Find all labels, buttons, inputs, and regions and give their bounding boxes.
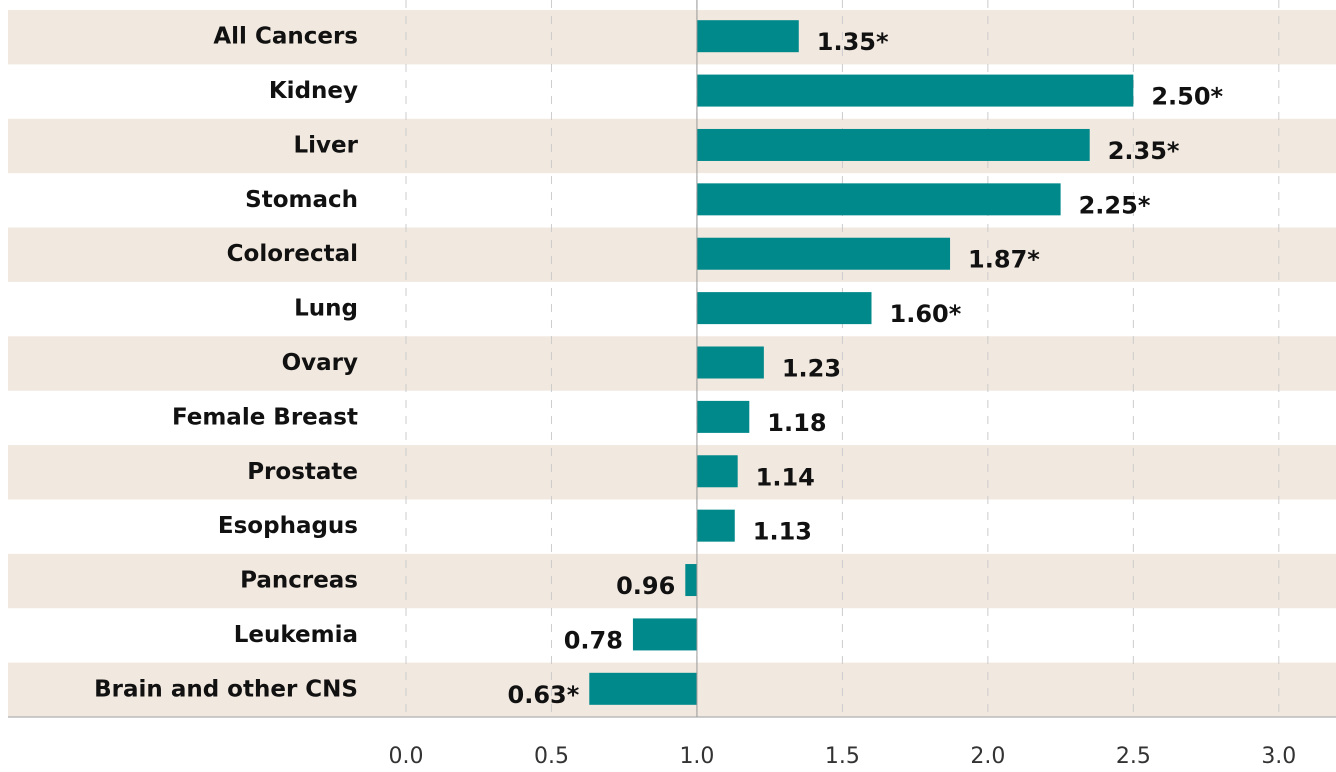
category-label: Lung	[294, 296, 358, 322]
bar	[696, 128, 1090, 161]
value-label: 0.96	[616, 572, 675, 600]
x-tick-label: 2.0	[970, 744, 1005, 769]
value-label: 1.35*	[817, 28, 889, 56]
category-label: Stomach	[245, 187, 358, 213]
row-band	[8, 445, 1336, 500]
category-label: Esophagus	[218, 513, 358, 539]
value-label: 1.87*	[968, 246, 1040, 274]
bar	[696, 346, 764, 379]
value-label: 0.63*	[508, 681, 580, 709]
x-tick-label: 2.5	[1116, 744, 1151, 769]
bar	[696, 455, 738, 488]
bar	[696, 509, 735, 542]
bar	[632, 618, 697, 651]
bar	[685, 564, 697, 597]
row-band	[8, 10, 1336, 65]
value-label: 1.60*	[890, 300, 962, 328]
value-label: 2.35*	[1108, 137, 1180, 165]
x-tick-label: 0.5	[534, 744, 569, 769]
row-band	[8, 336, 1336, 391]
value-label: 1.18	[767, 409, 826, 437]
category-label: Female Breast	[172, 404, 358, 430]
category-label: Colorectal	[227, 241, 358, 267]
x-tick-label: 3.0	[1261, 744, 1296, 769]
value-label: 1.23	[782, 355, 841, 383]
row-band	[8, 118, 1336, 174]
bar	[696, 400, 750, 433]
category-label: Kidney	[269, 78, 358, 104]
row-band	[8, 227, 1336, 282]
x-tick-label: 0.0	[389, 744, 424, 769]
x-tick-label: 1.5	[825, 744, 860, 769]
category-label: Prostate	[247, 459, 358, 485]
bar	[589, 672, 697, 705]
category-label: Liver	[294, 132, 359, 158]
bar	[696, 183, 1061, 216]
bar	[696, 20, 799, 53]
category-label: Leukemia	[234, 622, 358, 648]
value-label: 0.78	[564, 626, 623, 654]
category-label: Brain and other CNS	[94, 676, 358, 702]
bar	[696, 237, 951, 270]
category-label: Pancreas	[240, 568, 358, 594]
value-label: 2.25*	[1079, 191, 1151, 219]
value-label: 2.50*	[1151, 83, 1223, 111]
value-label: 1.13	[753, 518, 812, 546]
category-label: Ovary	[282, 350, 358, 376]
category-label: All Cancers	[213, 24, 358, 50]
x-tick-label: 1.0	[679, 744, 714, 769]
bar	[696, 292, 872, 325]
value-label: 1.14	[756, 463, 815, 491]
bar	[696, 74, 1134, 107]
row-band	[8, 553, 1336, 609]
